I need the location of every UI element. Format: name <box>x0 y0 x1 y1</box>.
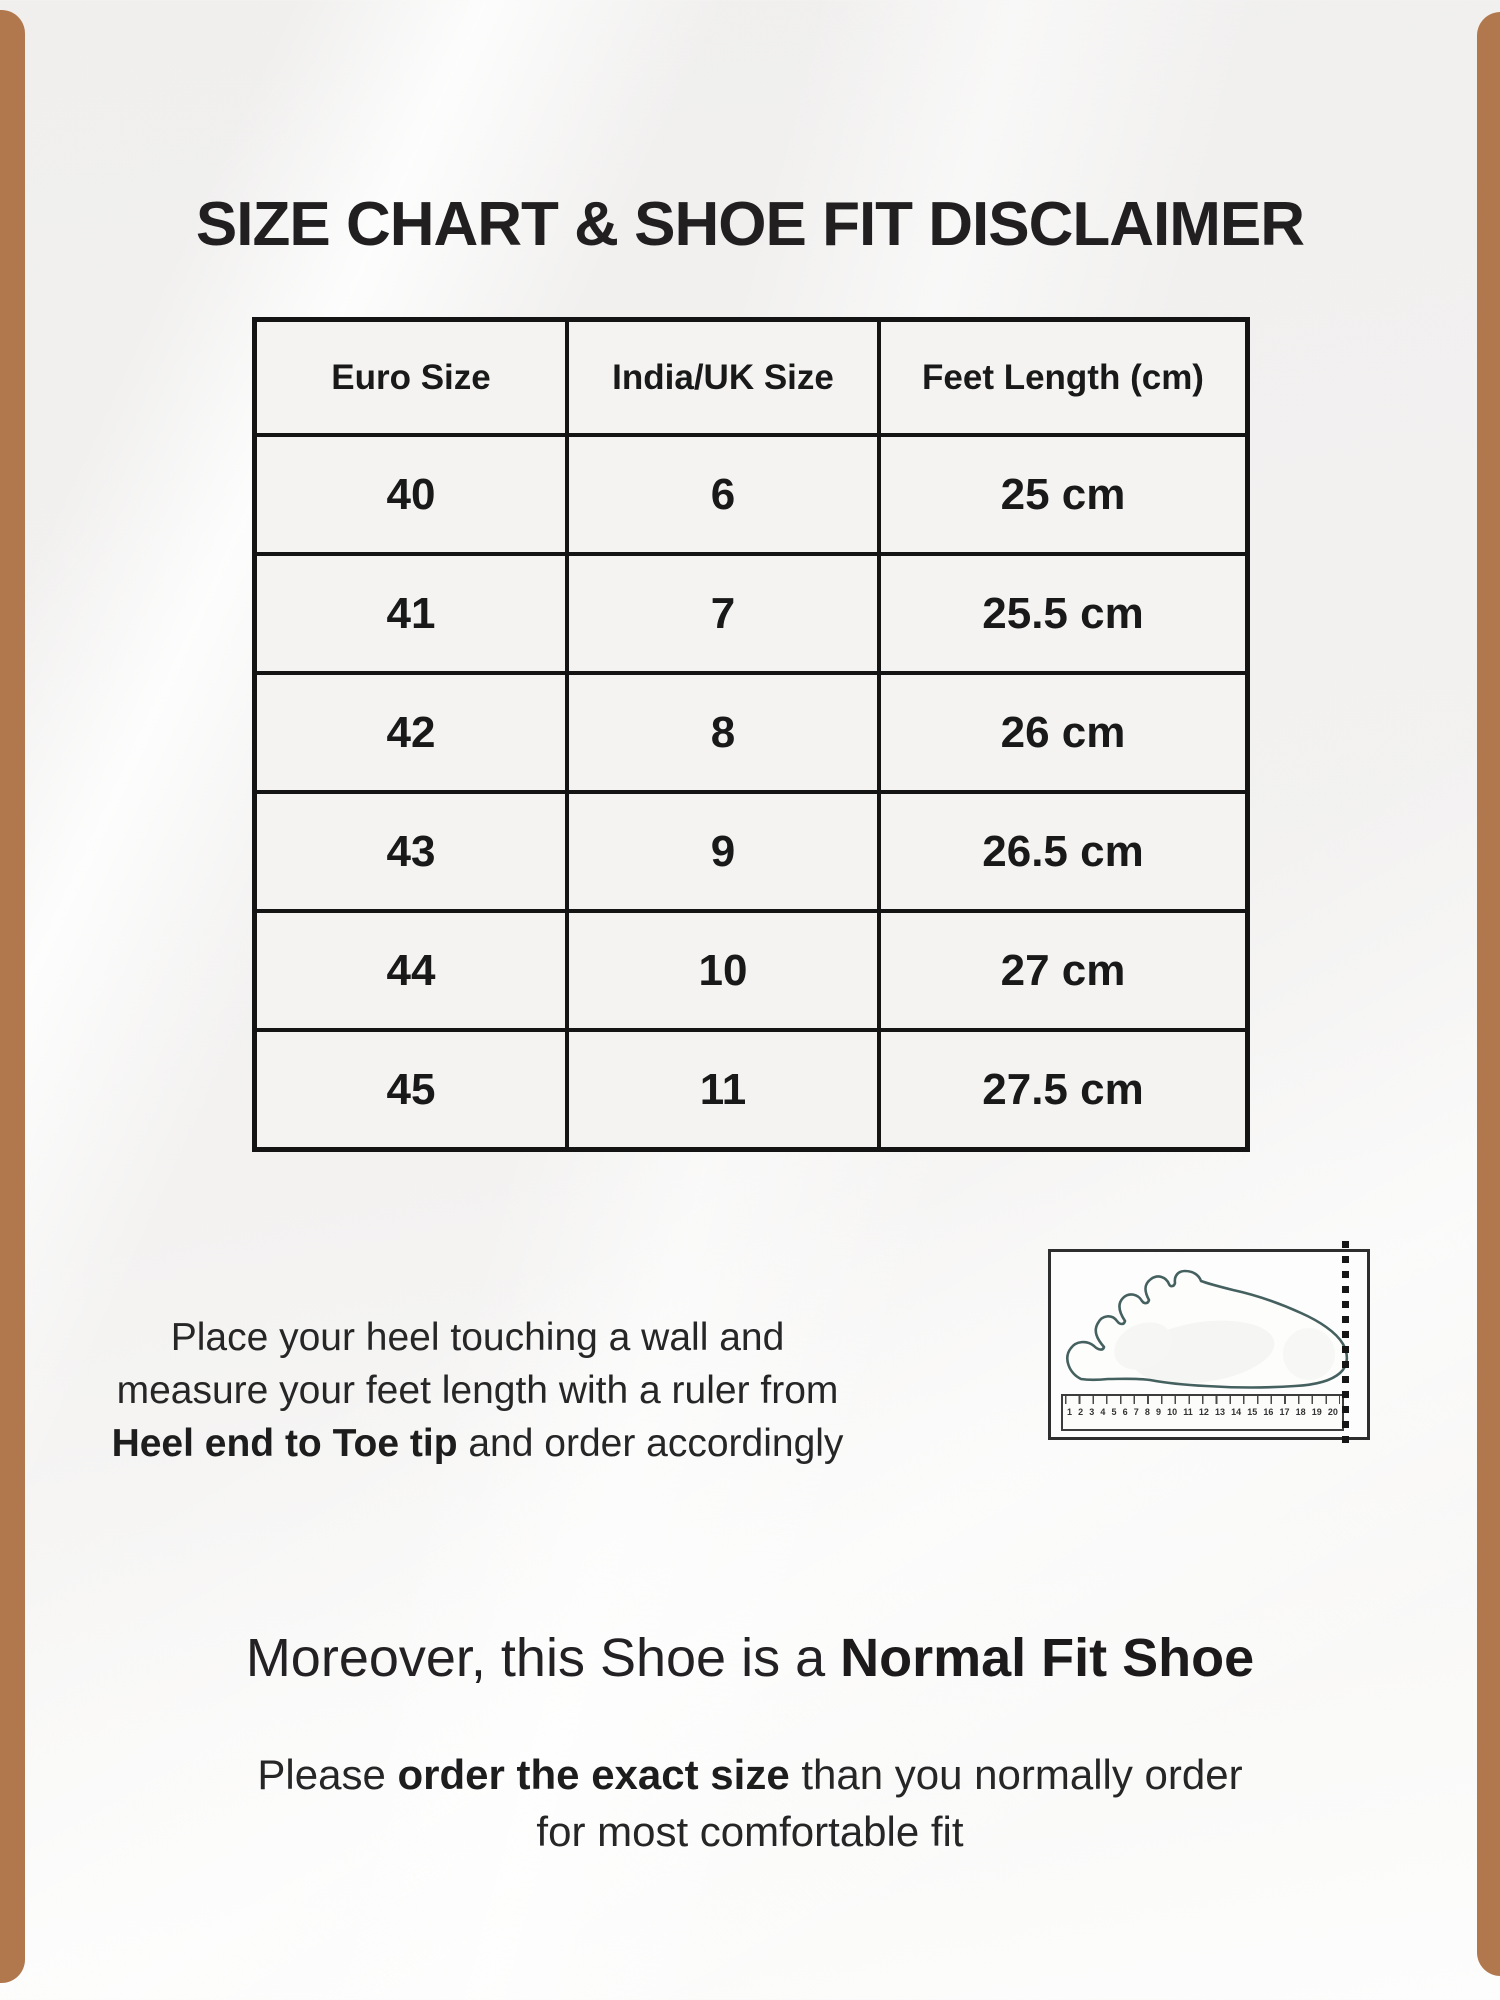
ruler-numbers: 1 2 3 4 5 6 7 8 9 10 11 12 13 14 15 16 17 18 19 20 <box>1067 1407 1338 1417</box>
table-cell: 43 <box>257 794 565 909</box>
instruction-line3-bold: Heel end to Toe tip <box>111 1422 458 1465</box>
ruler-number: 3 <box>1089 1407 1095 1417</box>
ruler-number: 16 <box>1263 1407 1274 1417</box>
ruler-number: 17 <box>1279 1407 1290 1417</box>
measurement-instructions: Place your heel touching a wall and meas… <box>105 1311 850 1470</box>
ruler-number: 18 <box>1295 1407 1306 1417</box>
ruler-number: 6 <box>1122 1407 1128 1417</box>
ruler-number: 12 <box>1198 1407 1209 1417</box>
ruler-number: 5 <box>1111 1407 1117 1417</box>
ruler-number: 10 <box>1167 1407 1178 1417</box>
ruler-number: 9 <box>1156 1407 1162 1417</box>
table-cell: 45 <box>257 1032 565 1147</box>
table-cell: 10 <box>569 913 877 1028</box>
ruler-number: 7 <box>1133 1407 1139 1417</box>
table-cell: 40 <box>257 437 565 552</box>
table-cell: 7 <box>569 556 877 671</box>
table-cell: 41 <box>257 556 565 671</box>
page-title: SIZE CHART & SHOE FIT DISCLAIMER <box>195 189 1305 259</box>
left-accent-strip <box>0 10 25 1983</box>
order-advice: Please order the exact size than you nor… <box>100 1746 1400 1860</box>
column-header-euro-size: Euro Size <box>257 322 565 433</box>
ruler-number: 15 <box>1247 1407 1258 1417</box>
size-chart-table: Euro Size India/UK Size Feet Length (cm)… <box>252 317 1250 1152</box>
ruler-number: 4 <box>1100 1407 1106 1417</box>
instruction-line2: measure your feet length with a ruler fr… <box>116 1369 839 1412</box>
fit-disclaimer-bold: Normal Fit Shoe <box>840 1628 1255 1688</box>
order-advice-bold: order the exact size <box>397 1751 790 1798</box>
ruler-number: 13 <box>1215 1407 1226 1417</box>
table-cell: 27 cm <box>881 913 1245 1028</box>
table-cell: 9 <box>569 794 877 909</box>
ruler-number: 11 <box>1183 1407 1193 1417</box>
fit-disclaimer-prefix: Moreover, this Shoe is a <box>245 1628 841 1688</box>
table-cell: 26 cm <box>881 675 1245 790</box>
ruler-number: 1 <box>1067 1407 1073 1417</box>
ruler-ticks <box>1065 1396 1340 1404</box>
order-advice-line2: for most comfortable fit <box>536 1808 964 1855</box>
foot-outline-icon <box>1066 1269 1349 1389</box>
foot-measurement-illustration: 1 2 3 4 5 6 7 8 9 10 11 12 13 14 15 16 17 18 19 20 <box>1048 1249 1370 1440</box>
ruler-number: 2 <box>1078 1407 1084 1417</box>
table-cell: 25 cm <box>881 437 1245 552</box>
ruler-icon: 1 2 3 4 5 6 7 8 9 10 11 12 13 14 15 16 17 18 19 20 <box>1061 1394 1344 1431</box>
instruction-line1: Place your heel touching a wall and <box>170 1316 785 1359</box>
table-cell: 26.5 cm <box>881 794 1245 909</box>
ruler-number: 20 <box>1327 1407 1338 1417</box>
fit-disclaimer: Moreover, this Shoe is a Normal Fit Shoe <box>50 1628 1450 1688</box>
table-cell: 27.5 cm <box>881 1032 1245 1147</box>
ruler-number: 8 <box>1144 1407 1150 1417</box>
wall-dashed-line-icon <box>1342 1241 1349 1451</box>
ruler-number: 14 <box>1231 1407 1242 1417</box>
table-cell: 6 <box>569 437 877 552</box>
table-cell: 8 <box>569 675 877 790</box>
instruction-line3-rest: and order accordingly <box>457 1422 844 1465</box>
column-header-india-uk: India/UK Size <box>569 322 877 433</box>
column-header-feet-length: Feet Length (cm) <box>881 322 1245 433</box>
ruler-number: 19 <box>1311 1407 1322 1417</box>
table-cell: 11 <box>569 1032 877 1147</box>
order-advice-prefix: Please <box>257 1751 398 1798</box>
table-cell: 44 <box>257 913 565 1028</box>
table-cell: 42 <box>257 675 565 790</box>
right-accent-strip <box>1477 12 1500 1976</box>
order-advice-suffix: than you normally order <box>789 1751 1243 1798</box>
table-cell: 25.5 cm <box>881 556 1245 671</box>
